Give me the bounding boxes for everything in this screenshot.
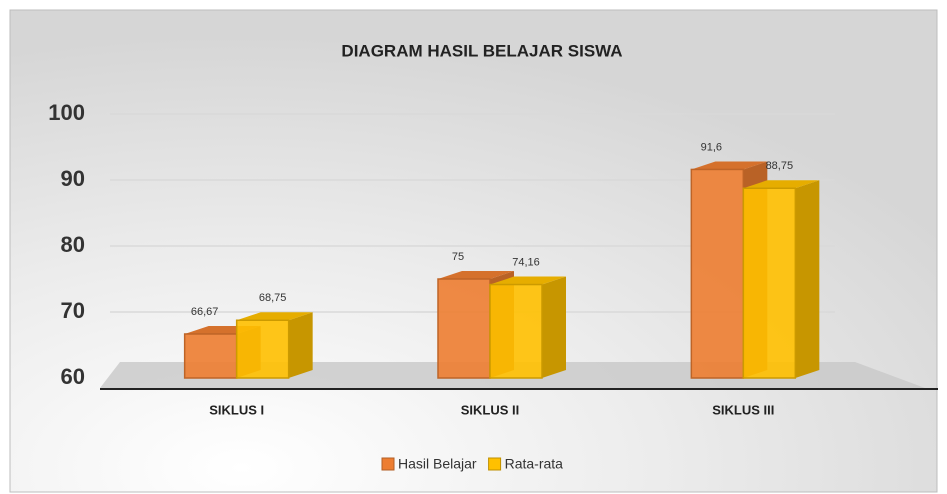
bar [489, 283, 543, 379]
chart-title: DIAGRAM HASIL BELAJAR SISWA [341, 41, 622, 60]
bar-top [438, 271, 514, 279]
y-tick-label: 100 [48, 100, 85, 125]
legend-swatch [488, 457, 502, 471]
bar [235, 319, 290, 379]
bar-top [691, 161, 768, 170]
y-tick-label: 60 [61, 364, 85, 389]
bar [742, 187, 797, 379]
bar-side [795, 180, 820, 378]
legend-swatch [381, 457, 395, 471]
value-label: 75 [452, 251, 464, 263]
y-tick-label: 90 [61, 166, 85, 191]
legend-label: Hasil Belajar [398, 456, 477, 472]
x-tick-label: SIKLUS II [461, 402, 520, 417]
bar-top [743, 180, 820, 189]
bar-top [236, 312, 313, 321]
bar [690, 168, 745, 379]
x-tick-label: SIKLUS III [712, 402, 774, 417]
bar [183, 333, 238, 379]
bar-side [288, 312, 313, 378]
value-label: 91,6 [701, 141, 722, 153]
legend-label: Rata-rata [505, 456, 564, 472]
value-label: 74,16 [512, 256, 540, 268]
y-tick-label: 70 [61, 298, 85, 323]
x-tick-label: SIKLUS I [209, 402, 264, 417]
bar-side [542, 276, 566, 378]
value-label: 88,75 [766, 160, 794, 172]
value-label: 68,75 [259, 292, 287, 304]
bar [437, 278, 491, 379]
y-tick-label: 80 [61, 232, 85, 257]
bar-top [490, 276, 566, 285]
value-label: 66,67 [191, 306, 219, 318]
